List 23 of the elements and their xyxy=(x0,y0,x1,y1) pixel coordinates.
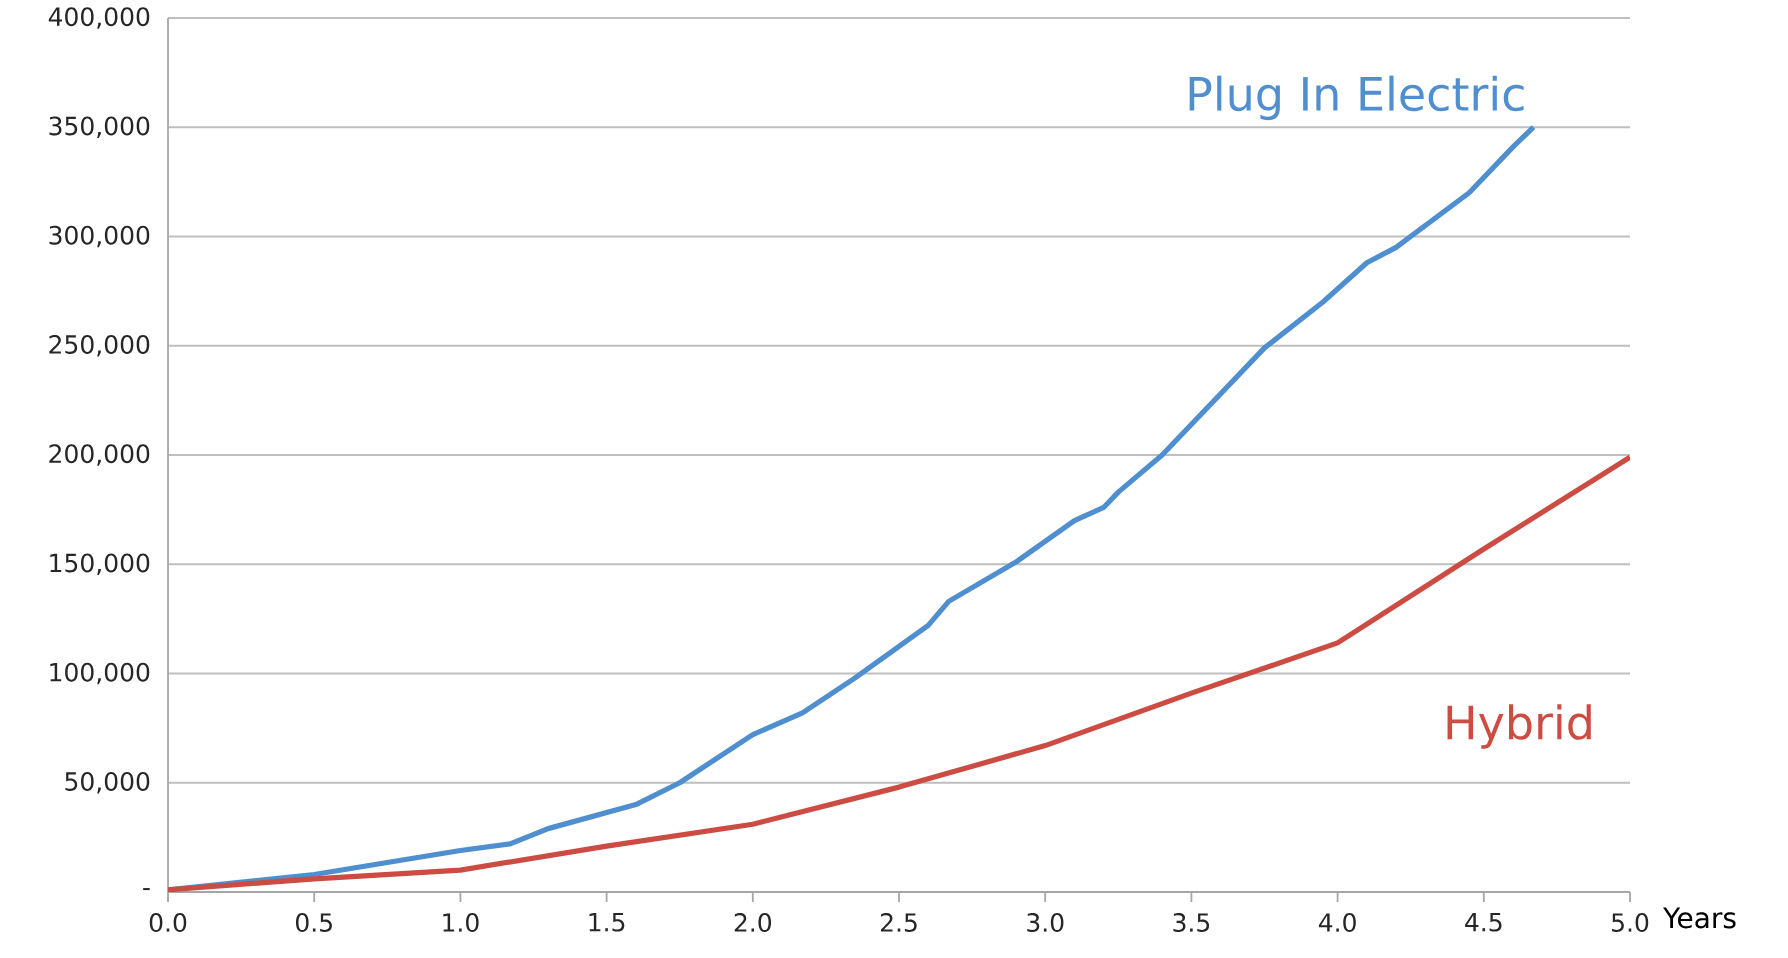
x-tick-label: 2.5 xyxy=(880,913,917,932)
y-tick-label: 100,000 xyxy=(50,662,150,685)
x-tick-label: 5.0 xyxy=(1612,913,1649,932)
y-tick-label: 150,000 xyxy=(50,553,150,575)
x-tick-label: 0.0 xyxy=(149,913,187,932)
x-tick-label: 4.0 xyxy=(1318,913,1356,932)
y-tick-label: 50,000 xyxy=(65,771,150,794)
x-tick-label: 2.0 xyxy=(734,913,772,932)
text: Hybrid xyxy=(1447,704,1591,749)
y-tick-label: 350,000 xyxy=(49,116,150,138)
y-tick-label: 200,000 xyxy=(49,444,150,466)
x-tick-label: 1.0 xyxy=(443,913,479,932)
x-tick-label: 1.5 xyxy=(589,913,625,932)
y-tick-label: 250,000 xyxy=(49,334,150,357)
x-tick-label: 3.0 xyxy=(1027,913,1064,932)
x-tick-label: 3.5 xyxy=(1173,913,1210,932)
x-axis-title: Years xyxy=(1663,907,1736,929)
y-tick-label: 300,000 xyxy=(49,225,150,248)
x-tick-label: 4.5 xyxy=(1465,913,1502,932)
x-tick-label: 0.5 xyxy=(296,913,332,932)
y-tick-label: - xyxy=(143,888,150,891)
y-tick-label: 400,000 xyxy=(48,7,150,29)
series-label: Plug In Electric xyxy=(1189,75,1524,121)
